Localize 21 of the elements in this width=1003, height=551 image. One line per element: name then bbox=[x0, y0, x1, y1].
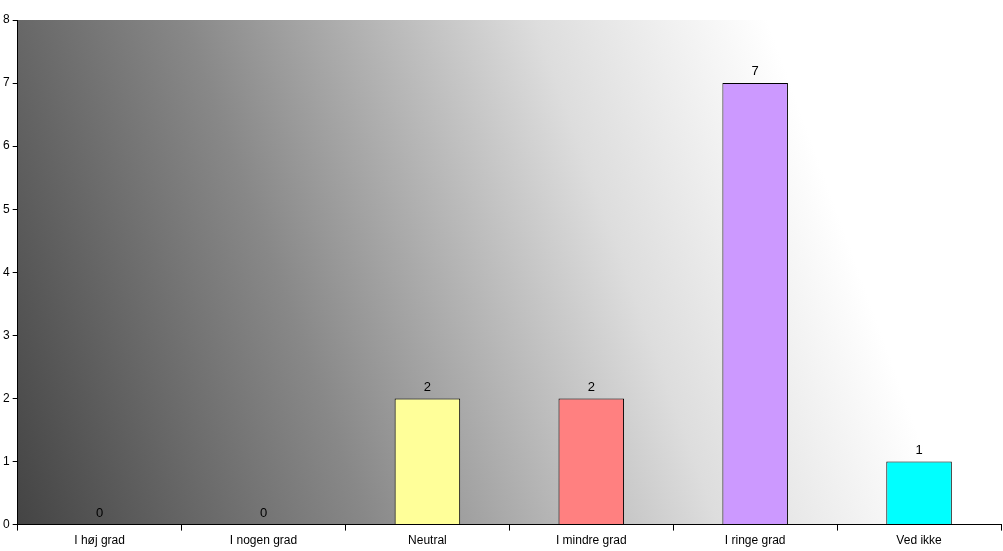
y-tick-label: 2 bbox=[2, 390, 10, 405]
data-label: 0 bbox=[259, 504, 268, 520]
data-label: 2 bbox=[423, 378, 432, 394]
y-tick-label: 8 bbox=[2, 12, 10, 27]
x-tick-label: I nogen grad bbox=[229, 533, 298, 548]
y-tick-label: 5 bbox=[2, 201, 10, 216]
data-label: 0 bbox=[96, 504, 104, 520]
y-tick-label: 3 bbox=[2, 327, 10, 342]
data-label: 2 bbox=[587, 378, 595, 394]
y-tick-label: 0 bbox=[2, 516, 10, 531]
data-label: 1 bbox=[915, 441, 923, 457]
y-tick-label: 4 bbox=[2, 264, 10, 279]
data-label: 7 bbox=[751, 63, 759, 79]
x-tick-label: I mindre grad bbox=[555, 533, 627, 548]
x-tick-label: Neutral bbox=[408, 533, 447, 548]
x-tick-label: Ved ikke bbox=[896, 533, 943, 548]
y-tick-label: 7 bbox=[2, 75, 10, 90]
y-tick-label: 6 bbox=[2, 138, 10, 153]
x-tick-label: I høj grad bbox=[74, 533, 125, 548]
y-tick-label: 1 bbox=[2, 453, 10, 468]
x-tick-label: I ringe grad bbox=[724, 533, 786, 548]
